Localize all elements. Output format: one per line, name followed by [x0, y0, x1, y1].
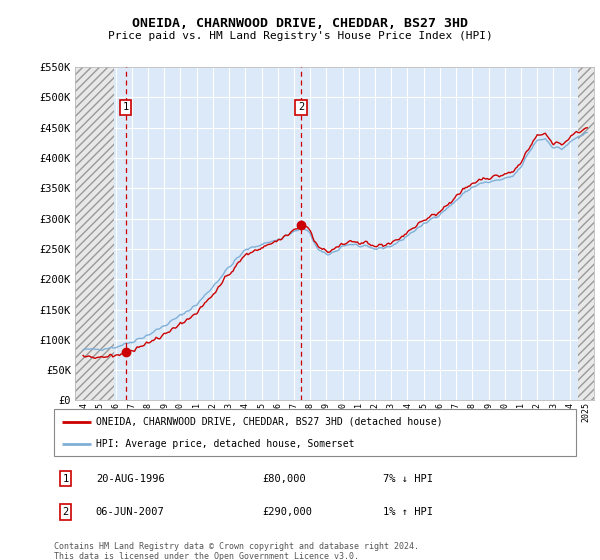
Text: 7% ↓ HPI: 7% ↓ HPI — [383, 474, 433, 484]
FancyBboxPatch shape — [54, 409, 576, 456]
Text: 2: 2 — [62, 507, 68, 517]
Bar — [578, 67, 594, 400]
Text: HPI: Average price, detached house, Somerset: HPI: Average price, detached house, Some… — [96, 438, 354, 449]
Text: £80,000: £80,000 — [263, 474, 307, 484]
Text: 1% ↑ HPI: 1% ↑ HPI — [383, 507, 433, 517]
Text: 2: 2 — [298, 102, 304, 112]
Text: £290,000: £290,000 — [263, 507, 313, 517]
Text: 06-JUN-2007: 06-JUN-2007 — [96, 507, 164, 517]
Bar — [75, 67, 114, 400]
Text: ONEIDA, CHARNWOOD DRIVE, CHEDDAR, BS27 3HD: ONEIDA, CHARNWOOD DRIVE, CHEDDAR, BS27 3… — [132, 17, 468, 30]
Text: 1: 1 — [122, 102, 129, 112]
Text: 20-AUG-1996: 20-AUG-1996 — [96, 474, 164, 484]
Text: Contains HM Land Registry data © Crown copyright and database right 2024.
This d: Contains HM Land Registry data © Crown c… — [54, 542, 419, 560]
Text: 1: 1 — [62, 474, 68, 484]
Text: ONEIDA, CHARNWOOD DRIVE, CHEDDAR, BS27 3HD (detached house): ONEIDA, CHARNWOOD DRIVE, CHEDDAR, BS27 3… — [96, 417, 442, 427]
Text: Price paid vs. HM Land Registry's House Price Index (HPI): Price paid vs. HM Land Registry's House … — [107, 31, 493, 41]
